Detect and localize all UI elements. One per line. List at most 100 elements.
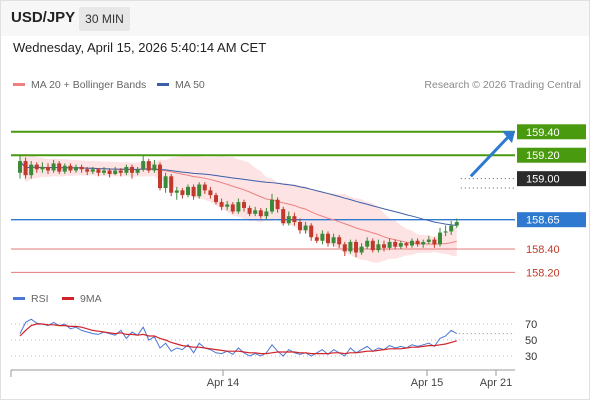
ma20-swatch bbox=[13, 82, 25, 86]
candle bbox=[113, 166, 118, 176]
candle bbox=[365, 237, 370, 249]
candle-body bbox=[393, 241, 398, 247]
candle bbox=[219, 198, 224, 211]
candle-body bbox=[303, 225, 308, 231]
rsi-tick-70: 70 bbox=[525, 319, 537, 331]
candle bbox=[40, 162, 45, 173]
candle-body bbox=[23, 161, 28, 176]
candle-body bbox=[275, 199, 280, 210]
candle bbox=[146, 158, 151, 173]
candle-body bbox=[382, 244, 386, 248]
candle bbox=[320, 230, 325, 245]
candle bbox=[169, 173, 174, 197]
candle bbox=[247, 205, 252, 217]
candle-body bbox=[29, 164, 34, 176]
candle-body bbox=[46, 166, 50, 171]
candle-body bbox=[163, 176, 168, 189]
candle-body bbox=[124, 166, 129, 173]
candle bbox=[387, 238, 392, 251]
candle bbox=[236, 198, 241, 214]
candle bbox=[158, 162, 162, 191]
candle-body bbox=[90, 169, 95, 172]
candle-body bbox=[158, 164, 162, 189]
candle-body bbox=[191, 186, 196, 197]
candle-body bbox=[107, 170, 112, 174]
rsi-tick-50: 50 bbox=[525, 335, 537, 347]
candle-body bbox=[348, 241, 353, 252]
candle-body bbox=[314, 237, 319, 241]
candle bbox=[202, 182, 207, 194]
candle-body bbox=[354, 241, 358, 253]
candle bbox=[298, 218, 302, 234]
timeframe-button[interactable]: 30 MIN bbox=[79, 7, 130, 31]
candle bbox=[454, 218, 459, 228]
level-label-158.20: 158.20 bbox=[526, 267, 560, 279]
forecast-arrow-shaft bbox=[469, 136, 510, 178]
timestamp: Wednesday, April 15, 2026 5:40:14 AM CET bbox=[13, 40, 267, 55]
candle-body bbox=[449, 225, 454, 232]
candle-body bbox=[432, 239, 437, 245]
candle bbox=[34, 162, 39, 173]
candle-body bbox=[270, 199, 274, 212]
candle-body bbox=[202, 184, 207, 191]
candle-body bbox=[208, 190, 213, 196]
candle bbox=[264, 207, 269, 220]
candle bbox=[342, 241, 347, 257]
candle bbox=[404, 241, 409, 248]
candle-body bbox=[404, 243, 409, 246]
candle-body bbox=[174, 190, 179, 193]
candle-body bbox=[247, 207, 252, 214]
forecast-arrow-head bbox=[502, 131, 515, 144]
legend-item-ma50: MA 50 bbox=[157, 79, 205, 91]
candle-body bbox=[370, 240, 375, 251]
candle-body bbox=[298, 222, 302, 231]
candle bbox=[96, 168, 101, 177]
candle bbox=[197, 182, 202, 199]
candle bbox=[57, 161, 62, 174]
x-tick-label-Apr-21: Apr 21 bbox=[480, 377, 512, 389]
candle bbox=[286, 211, 291, 226]
candle bbox=[348, 239, 353, 254]
candle-body bbox=[34, 164, 39, 170]
candle bbox=[354, 239, 358, 258]
candle bbox=[376, 239, 381, 253]
candle bbox=[337, 234, 342, 248]
legend-item-ma20: MA 20 + Bollinger Bands bbox=[13, 79, 146, 91]
candle bbox=[359, 243, 364, 255]
rsi-swatch bbox=[13, 296, 25, 300]
level-label-159.40: 159.40 bbox=[526, 127, 560, 139]
candle bbox=[253, 206, 258, 217]
candle bbox=[118, 168, 123, 177]
candle bbox=[270, 193, 274, 214]
candle-body bbox=[230, 204, 235, 212]
candle-body bbox=[118, 170, 123, 173]
candle-body bbox=[68, 165, 73, 171]
candle-body bbox=[51, 163, 56, 171]
candle bbox=[208, 186, 213, 199]
candle bbox=[85, 166, 90, 176]
candle bbox=[258, 207, 263, 219]
candle bbox=[292, 212, 297, 226]
candle-body bbox=[96, 169, 101, 173]
candle-body bbox=[102, 170, 106, 173]
candle-body bbox=[365, 240, 370, 247]
candle-body bbox=[253, 210, 258, 214]
candle-body bbox=[281, 209, 286, 224]
candle bbox=[152, 159, 157, 173]
candle bbox=[275, 197, 280, 213]
candle-body bbox=[387, 241, 392, 248]
rsi-tick-30: 30 bbox=[525, 351, 537, 363]
x-tick-label-Apr-15: Apr 15 bbox=[411, 377, 443, 389]
candle-body bbox=[258, 210, 263, 217]
candle bbox=[23, 157, 28, 179]
candle-body bbox=[309, 225, 314, 238]
candle bbox=[393, 239, 398, 249]
rsi-9ma-line bbox=[19, 323, 457, 355]
candle-body bbox=[236, 202, 241, 212]
legend-item-rsi: RSI bbox=[13, 293, 49, 305]
candle bbox=[326, 231, 330, 247]
candle bbox=[18, 155, 22, 179]
candle-body bbox=[454, 222, 459, 226]
candle-body bbox=[146, 161, 151, 171]
